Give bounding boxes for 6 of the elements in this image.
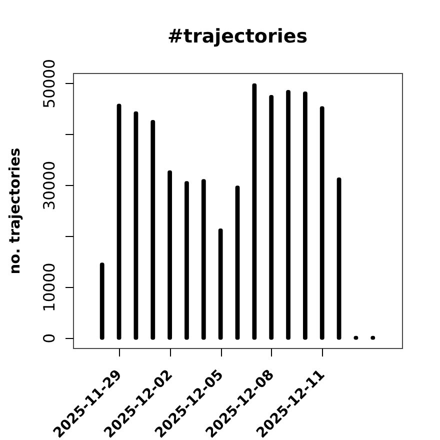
y-tick-label: 10000 — [40, 262, 58, 312]
y-tick-label: 0 — [40, 333, 58, 344]
y-tick-label: 30000 — [40, 160, 58, 210]
chart-title: #trajectories — [167, 26, 308, 48]
y-tick-label: 50000 — [40, 59, 58, 108]
y-axis-title: no. trajectories — [6, 148, 24, 274]
